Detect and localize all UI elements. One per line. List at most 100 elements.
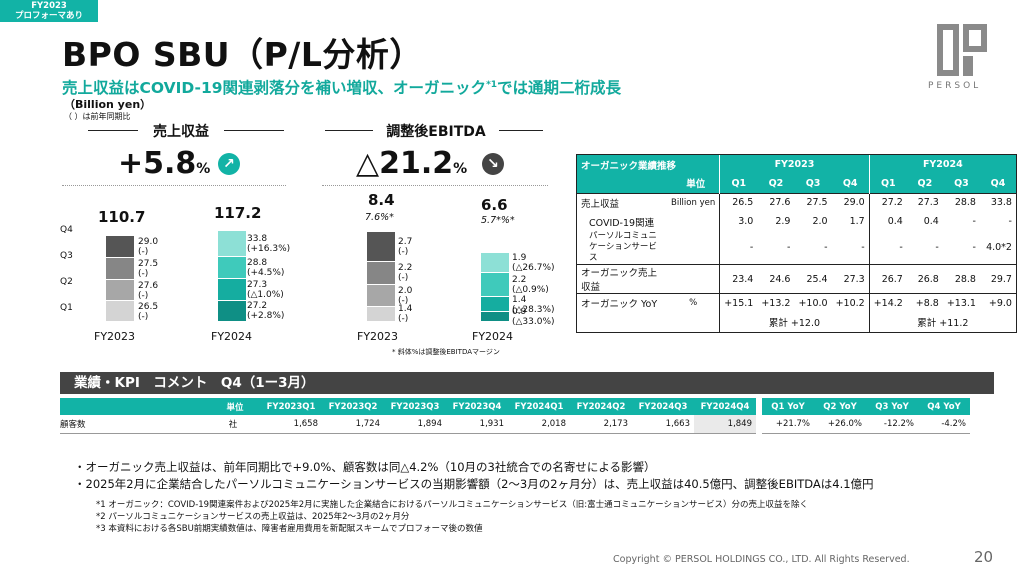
organic-cell: 33.8 — [990, 197, 1012, 209]
ebitda-divider — [322, 185, 548, 186]
revenue-fy2024-label-line: 28.8 — [247, 258, 268, 269]
organic-cell: +13.2 — [761, 297, 791, 309]
revenue-fy2023-label-q3: 27.5 (-) — [138, 259, 158, 279]
organic-cell: - — [861, 242, 865, 253]
organic-row-unit: Billion yen — [671, 197, 716, 208]
quarter-label-q2: Q2 — [60, 277, 73, 287]
kpi-data-row: 顧客数社 1,658 1,724 1,894 1,931 2,018 2,173 1,663 1… — [60, 415, 970, 434]
unit-label: （Billion yen） — [64, 98, 152, 111]
kpi-header-cell: Q1 YoY — [762, 398, 814, 415]
organic-q3-2024: Q3 — [942, 174, 980, 193]
organic-cell: 29.7 — [990, 273, 1012, 285]
revenue-fy2024-label-line: 33.8 — [247, 233, 268, 244]
kpi-header-cell: Q4 YoY — [918, 398, 970, 415]
revenue-fy2023-label-q2: 27.6 (-) — [138, 281, 158, 301]
revenue-heading-rule-left — [88, 130, 138, 131]
ebitda-fy2023-segment-q3 — [367, 261, 395, 285]
organic-table: オーガニック業績推移 FY2023 FY2024 単位 Q1 Q2 Q3 Q4 … — [577, 155, 1016, 332]
organic-cell: 27.3 — [843, 273, 865, 285]
footnote-3: *3 本資料における各SBU前期実績数値は、障害者雇用費用を新配賦スキームでプロ… — [96, 524, 483, 534]
organic-unit-header: 単位 — [577, 174, 720, 193]
organic-row-label: 売上収益 — [581, 198, 620, 210]
ebitda-growth-value: △21.2 — [356, 146, 454, 181]
ebitda-fy2023-year: FY2023 — [357, 330, 399, 343]
kpi-cell: 1,724 — [322, 415, 384, 434]
ebitda-fy2024-label-q3: 2.2 (△0.9%) — [512, 275, 549, 295]
organic-cell: 28.8 — [954, 197, 976, 209]
organic-cell: 27.2 — [868, 193, 907, 212]
revenue-fy2023-segment-q4 — [106, 235, 134, 258]
comment-bullet-2: ・2025年2月に企業結合したパーソルコミュニケーションサービスの当期影響額（2… — [74, 477, 874, 491]
kpi-header-cell: FY2024Q3 — [632, 398, 694, 415]
revenue-fy2024-segment-q4 — [218, 230, 246, 257]
arrow-up-right-icon: ↗ — [218, 153, 240, 175]
organic-cell: - — [719, 231, 758, 265]
kpi-cell: 1,849 — [694, 415, 756, 434]
organic-cell: 27.5 — [806, 197, 828, 209]
kpi-header-cell: FY2023Q4 — [446, 398, 508, 415]
revenue-fy2024-segment-q2 — [218, 279, 246, 300]
ebitda-fy2023-segment-q2 — [367, 285, 395, 306]
ebitda-fy2024-label-line: (△26.7%) — [512, 263, 555, 274]
ebitda-fy2024-label-q4: 1.9 (△26.7%) — [512, 253, 555, 273]
quarter-label-q3: Q3 — [60, 251, 73, 261]
kpi-header-cell: FY2023Q3 — [384, 398, 446, 415]
organic-row-unit — [667, 265, 720, 294]
organic-table-body: 売上収益 Billion yen 26.5 27.6 27.5 29.0 27.2 27.3 2… — [577, 193, 1016, 332]
ebitda-fy2023-segment-q4 — [367, 232, 395, 261]
organic-q2-2024: Q2 — [906, 174, 943, 193]
organic-q2-2023: Q2 — [757, 174, 795, 193]
organic-cell: +14.2 — [868, 293, 907, 313]
organic-q4-2024: Q4 — [979, 174, 1016, 193]
organic-table-wrap: オーガニック業績推移 FY2023 FY2024 単位 Q1 Q2 Q3 Q4 … — [576, 154, 1017, 333]
organic-q4-2023: Q4 — [831, 174, 870, 193]
revenue-fy2024-label-line: (△1.0%) — [247, 290, 284, 301]
ebitda-fy2024-label-line: (△0.9%) — [512, 285, 549, 296]
organic-cell: 4.0*2 — [986, 242, 1012, 253]
organic-cum-blank — [577, 313, 720, 332]
kpi-section-bar: 業績・KPI コメント Q4（1ー3月） — [60, 372, 994, 394]
kpi-cell: 1,658 — [260, 415, 322, 434]
arrow-down-right-icon: ↘ — [482, 153, 504, 175]
kpi-header-cell: FY2024Q1 — [508, 398, 570, 415]
revenue-fy2023-label-line: 27.6 — [138, 280, 159, 291]
quarter-label-q4: Q4 — [60, 225, 73, 235]
kpi-header-cell: Q3 YoY — [866, 398, 918, 415]
revenue-fy2023-total: 110.7 — [98, 208, 146, 226]
revenue-growth: +5.8% — [118, 146, 210, 181]
ebitda-fy2023-segment-q1 — [367, 306, 395, 321]
revenue-fy2023-label-line: (-) — [138, 269, 149, 280]
copyright: Copyright © PERSOL HOLDINGS CO., LTD. Al… — [613, 554, 910, 565]
kpi-header-cell: 単位 — [210, 398, 260, 415]
quarter-label-q1: Q1 — [60, 303, 73, 313]
organic-cell: 1.7 — [849, 216, 865, 227]
organic-cell: 0.4 — [868, 212, 907, 231]
ebitda-fy2024-label-line: 1.9 — [512, 253, 527, 264]
organic-cell: 27.3 — [917, 197, 939, 209]
organic-cell: - — [935, 242, 939, 253]
revenue-heading: 売上収益 — [153, 124, 209, 140]
kpi-cell: 顧客数 — [60, 415, 210, 434]
kpi-cell: 1,663 — [632, 415, 694, 434]
organic-cell: - — [868, 231, 907, 265]
organic-row-label: パーソルコミュニケーションサービス — [589, 231, 657, 263]
kpi-table: 単位 FY2023Q1 FY2023Q2 FY2023Q3 FY2023Q4 FY2024… — [60, 398, 970, 434]
organic-row-label: オーガニック売上収益 — [581, 268, 658, 293]
ebitda-fy2023-label-line: 2.0 — [398, 286, 413, 297]
organic-cum-2024: 累計 +11.2 — [868, 312, 1016, 332]
footnote-1: *1 オーガニック：COVID-19関連案件および2025年2月に実施した企業結… — [96, 500, 808, 510]
organic-q3-2023: Q3 — [794, 174, 832, 193]
ebitda-heading-rule-left — [325, 130, 373, 131]
kpi-cell: 1,894 — [384, 415, 446, 434]
revenue-fy2023-label-line: 27.5 — [138, 259, 159, 270]
revenue-fy2023-label-line: (-) — [138, 290, 149, 301]
organic-cell: +8.8 — [915, 297, 939, 309]
revenue-fy2023-segment-q2 — [106, 279, 134, 301]
organic-cell: +10.0 — [798, 297, 828, 309]
kpi-cell: +21.7% — [762, 415, 814, 434]
ebitda-fy2023-label-q2: 2.0 (-) — [398, 286, 412, 306]
revenue-fy2024-label-line: 27.2 — [247, 301, 268, 312]
ebitda-fy2024-label-line: 1.4 — [512, 294, 527, 305]
organic-row: COVID-19関連 3.0 2.9 2.0 1.7 0.4 0.4- - — [577, 212, 1016, 231]
ebitda-growth-unit: % — [453, 161, 468, 177]
